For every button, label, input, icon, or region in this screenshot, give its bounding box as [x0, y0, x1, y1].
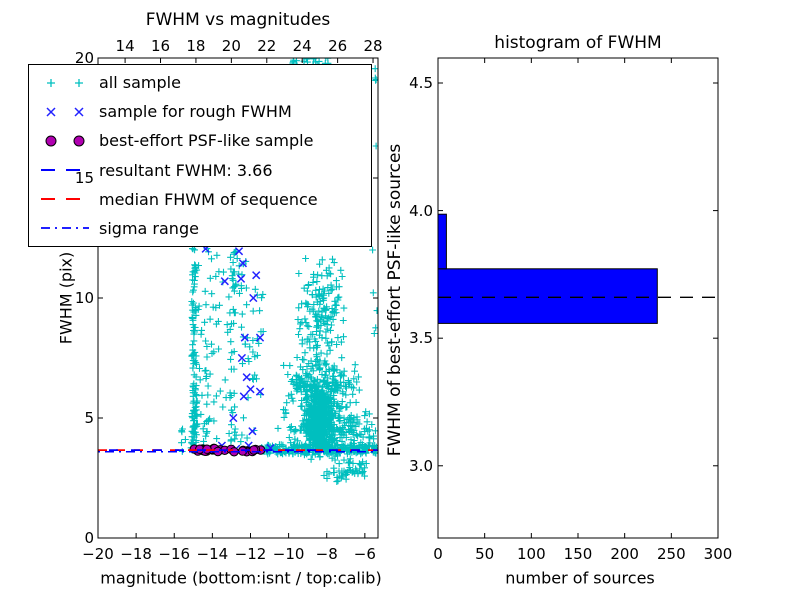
left-plot-xlabel: magnitude (bottom:isnt / top:calib) — [100, 568, 382, 588]
tick-label: 14 — [115, 37, 135, 55]
tick-label: −10 — [272, 545, 305, 563]
dot-marker-icon — [45, 135, 85, 147]
tick-label: −20 — [82, 545, 114, 563]
tick-label: 22 — [257, 37, 277, 55]
tick-label: 250 — [657, 545, 686, 563]
tick-label: 3.5 — [409, 329, 433, 348]
tick-label: 0 — [433, 545, 443, 563]
plus-marker-icon — [47, 78, 83, 87]
legend-item-label: sigma range — [99, 218, 199, 238]
legend-item-label: sample for rough FWHM — [99, 102, 292, 122]
legend-item-label: all sample — [99, 73, 181, 93]
tick-label: −18 — [120, 545, 152, 563]
tick-label: 5 — [84, 409, 94, 427]
legend-item-sigma-range: sigma range — [29, 214, 371, 243]
tick-label: 15 — [74, 169, 94, 187]
tick-label: 300 — [703, 545, 733, 563]
left-plot-title: FWHM vs magnitudes — [145, 10, 331, 30]
tick-label: −8 — [315, 545, 338, 563]
legend-item-label: median FHWM of sequence — [99, 189, 318, 209]
tick-label: 18 — [186, 37, 206, 55]
tick-label: −12 — [234, 545, 267, 563]
dashdot-line-icon — [41, 227, 89, 230]
right-plot-ylabel: FWHM of best-effort PSF-like sources — [385, 143, 405, 457]
legend-item-resultant-fwhm: resultant FWHM: 3.66 — [29, 156, 371, 185]
legend-item-all-sample: all sample — [29, 68, 371, 97]
tick-label: 4.0 — [409, 201, 433, 220]
tick-label: 20 — [221, 37, 241, 55]
tick-label: 0 — [84, 529, 94, 547]
tick-label: −16 — [158, 545, 191, 563]
tick-label: 4.5 — [409, 74, 433, 92]
tick-label: 26 — [328, 37, 348, 55]
tick-label: 50 — [475, 545, 495, 563]
dashed-line-icon — [41, 198, 89, 201]
legend-item-rough-fwhm: sample for rough FWHM — [29, 97, 371, 126]
legend-item-label: best-effort PSF-like sample — [99, 131, 314, 151]
tick-label: −6 — [353, 545, 376, 563]
x-marker-icon — [46, 107, 84, 117]
legend: all sample sample for rough FWHM best-ef… — [28, 64, 372, 247]
tick-label: 16 — [150, 37, 171, 55]
tick-label: 150 — [563, 545, 593, 563]
legend-item-psf-sample: best-effort PSF-like sample — [29, 126, 371, 155]
legend-item-median-fhwm: median FHWM of sequence — [29, 185, 371, 214]
tick-label: 24 — [292, 37, 312, 55]
right-plot-xlabel: number of sources — [505, 568, 655, 588]
tick-label: 10 — [74, 289, 94, 307]
dashed-line-icon — [41, 169, 89, 172]
tick-label: 100 — [517, 545, 546, 563]
tick-label: 20 — [74, 49, 94, 67]
tick-label: 28 — [363, 37, 383, 55]
tick-label: 200 — [610, 545, 639, 563]
legend-item-label: resultant FWHM: 3.66 — [99, 160, 273, 180]
tick-label: 3.0 — [409, 456, 433, 475]
tick-label: −14 — [196, 545, 229, 563]
right-plot-title: histogram of FWHM — [494, 33, 662, 53]
